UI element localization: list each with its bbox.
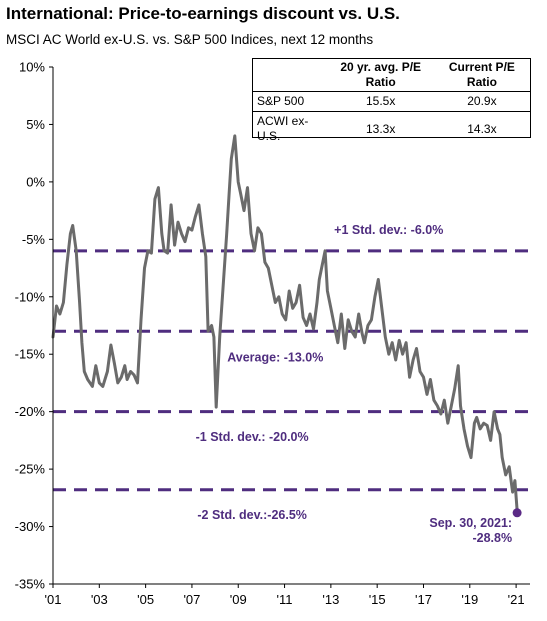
pe-ratio-table: 20 yr. avg. P/E Ratio Current P/E Ratio … <box>252 58 531 143</box>
x-tick-label: '09 <box>230 592 247 607</box>
row-current-acwi: 14.3x <box>467 121 497 136</box>
row-current-sp500: 20.9x <box>433 91 530 112</box>
reference-line-label: +1 Std. dev.: -6.0% <box>334 223 443 237</box>
y-tick-label: 5% <box>26 117 45 132</box>
table-header-avg: 20 yr. avg. P/E Ratio <box>340 60 422 89</box>
endpoint-label: -28.8% <box>472 531 512 545</box>
series-lines <box>51 134 519 515</box>
x-tick-label: '15 <box>369 592 386 607</box>
x-tick-label: '21 <box>508 592 525 607</box>
chart-title: International: Price-to-earnings discoun… <box>6 4 400 23</box>
endpoint-marker <box>512 508 522 518</box>
x-tick-label: '01 <box>45 592 62 607</box>
x-tick-label: '13 <box>322 592 339 607</box>
table-header-blank <box>253 59 328 92</box>
reference-lines <box>53 249 530 492</box>
row-avg-acwi: 13.3x <box>366 121 396 136</box>
annotations: +1 Std. dev.: -6.0% Average: -13.0% -1 Std… <box>196 223 522 545</box>
table-header-current: Current P/E Ratio <box>448 60 515 89</box>
y-tick-label: 0% <box>26 174 45 189</box>
y-tick-label: -10% <box>15 289 46 304</box>
y-tick-label: -25% <box>15 462 46 477</box>
x-tick-label: '03 <box>91 592 108 607</box>
y-tick-label: -30% <box>15 519 46 534</box>
x-tick-label: '11 <box>277 592 293 607</box>
x-tick-label: '17 <box>415 592 432 607</box>
row-label-acwi: ACWI ex-U.S. <box>257 114 309 143</box>
y-tick-label: 10% <box>19 60 45 75</box>
y-tick-label: -15% <box>15 347 46 362</box>
axes: 10% 5% 0% -5% -10% -15% -20% -25% -30% -35%'01 '03… <box>15 60 530 607</box>
table-row: S&P 500 15.5x 20.9x <box>253 91 530 112</box>
row-label-sp500: S&P 500 <box>253 91 328 112</box>
endpoint-label: Sep. 30, 2021: <box>429 516 512 530</box>
table-row: ACWI ex-U.S. 13.3x 14.3x <box>253 112 530 147</box>
x-tick-label: '05 <box>137 592 154 607</box>
y-tick-label: -20% <box>15 404 46 419</box>
x-tick-label: '19 <box>461 592 478 607</box>
chart-subtitle: MSCI AC World ex-U.S. vs. S&P 500 Indice… <box>6 32 374 47</box>
reference-line-label: -2 Std. dev.:-26.5% <box>197 508 307 522</box>
y-tick-label: -35% <box>15 577 46 592</box>
y-tick-label: -5% <box>22 232 46 247</box>
x-tick-label: '07 <box>183 592 200 607</box>
reference-line-label: -1 Std. dev.: -20.0% <box>196 430 309 444</box>
reference-line-label: Average: -13.0% <box>227 351 323 365</box>
pe-discount-series-line <box>51 134 519 515</box>
row-avg-sp500: 15.5x <box>327 91 434 112</box>
